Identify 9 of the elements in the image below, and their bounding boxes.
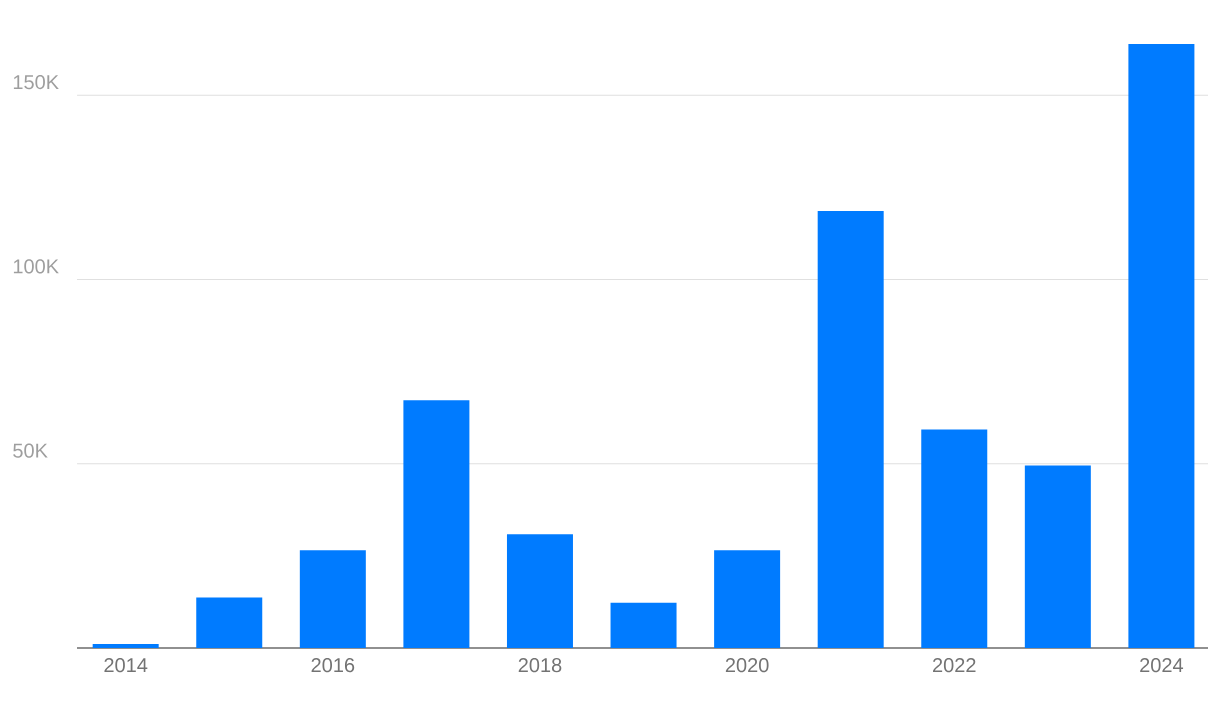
x-tick-label: 2022 bbox=[933, 658, 976, 673]
y-tick-label: 100K bbox=[13, 259, 59, 274]
x-tick-label: 2014 bbox=[104, 658, 148, 673]
x-tick-label: 2020 bbox=[725, 658, 769, 673]
x-tick-label: 2016 bbox=[311, 658, 355, 673]
x-tick-label: 2024 bbox=[1140, 658, 1184, 673]
y-tick-label: 50K bbox=[13, 443, 48, 458]
x-tick-label: 2018 bbox=[518, 658, 562, 673]
y-tick-label: 150K bbox=[13, 75, 59, 90]
